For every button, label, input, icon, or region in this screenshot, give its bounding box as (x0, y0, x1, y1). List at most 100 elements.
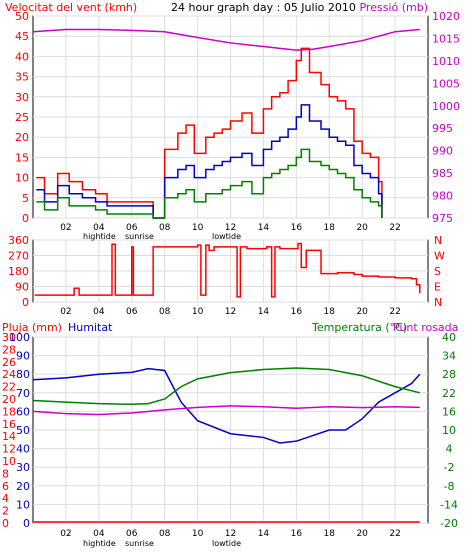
rain-tick-26: 26 (2, 356, 16, 369)
humidity-tick-100: 100 (9, 331, 30, 344)
pressure-tick-975: 975 (432, 212, 453, 225)
compass-tick-N-0: N (434, 234, 442, 247)
x-tick-label-10: 10 (192, 223, 204, 233)
x-tick-label-04: 04 (93, 307, 105, 317)
lowtide-marker-bottom: lowtide (212, 539, 241, 548)
humidity-tick-40: 40 (16, 443, 30, 456)
rain-tick-22: 22 (2, 381, 16, 394)
temperature-tick--14: -14 (440, 498, 458, 511)
wind-tick-40: 40 (15, 50, 29, 63)
x-tick-label-18: 18 (324, 529, 336, 539)
x-tick-label-04: 04 (93, 529, 105, 539)
rain-tick-30: 30 (2, 331, 16, 344)
dewpoint-axis-label: Punt rosada (393, 321, 458, 334)
humidity-tick-20: 20 (16, 480, 30, 493)
temperature-tick-40: 40 (442, 331, 456, 344)
temperature-tick--20: -20 (440, 517, 458, 530)
humidity-tick-60: 60 (16, 405, 30, 418)
wind-tick-50: 50 (15, 10, 29, 23)
humidity-tick-90: 90 (16, 350, 30, 363)
pressure-tick-1015: 1015 (432, 32, 460, 45)
temperature-tick-34: 34 (442, 350, 456, 363)
x-tick-label-18: 18 (324, 307, 336, 317)
temperature-tick-22: 22 (442, 387, 456, 400)
rain-tick-20: 20 (2, 393, 16, 406)
pressure-tick-990: 990 (432, 145, 453, 158)
wind-tick-20: 20 (15, 131, 29, 144)
direction-tick-270: 270 (8, 250, 29, 263)
x-tick-label-08: 08 (159, 307, 171, 317)
humidity-panel-series-0 (32, 367, 421, 444)
rain-tick-0: 0 (2, 517, 9, 530)
pressure-tick-980: 980 (432, 190, 453, 203)
rain-tick-2: 2 (2, 505, 9, 518)
x-tick-label-08: 08 (159, 223, 171, 233)
humidity-panel-series-1 (32, 367, 420, 406)
wind-tick-30: 30 (15, 91, 29, 104)
sunrise-marker: sunrise (125, 232, 154, 241)
wind-tick-0: 0 (22, 212, 29, 225)
temperature-tick-10: 10 (442, 424, 456, 437)
x-tick-label-16: 16 (291, 529, 303, 539)
x-tick-label-04: 04 (93, 223, 105, 233)
hightide-marker-bottom: hightide (83, 539, 116, 548)
pressure-tick-1005: 1005 (432, 77, 460, 90)
x-tick-label-12: 12 (225, 529, 236, 539)
compass-tick-W-1: W (434, 250, 445, 263)
pressure-axis-label: Pressió (mb) (359, 1, 428, 14)
rain-tick-24: 24 (2, 368, 16, 381)
sunrise-marker-bottom: sunrise (125, 539, 154, 548)
humidity-temperature-series (32, 367, 421, 523)
rain-tick-10: 10 (2, 455, 16, 468)
wind-tick-10: 10 (15, 172, 29, 185)
x-tick-label-22: 22 (389, 529, 400, 539)
direction-tick-180: 180 (8, 265, 29, 278)
x-tick-label-14: 14 (258, 307, 270, 317)
wind-pressure-tick-labels: 0510152025303540455097598098599099510001… (15, 10, 460, 233)
wind-tick-15: 15 (15, 151, 29, 164)
x-tick-label-02: 02 (60, 307, 71, 317)
direction-tick-90: 90 (15, 281, 29, 294)
graph-title: 24 hour graph day : 05 Julio 2010 (171, 1, 356, 14)
x-tick-label-06: 06 (126, 223, 138, 233)
x-tick-label-10: 10 (192, 529, 204, 539)
pressure-tick-1000: 1000 (432, 100, 460, 113)
direction-tick-0: 0 (22, 296, 29, 309)
x-tick-label-16: 16 (291, 307, 303, 317)
temperature-tick-16: 16 (442, 405, 456, 418)
temperature-tick-4: 4 (446, 443, 453, 456)
x-tick-label-20: 20 (356, 223, 368, 233)
wind-tick-5: 5 (22, 192, 29, 205)
x-tick-label-02: 02 (60, 223, 71, 233)
x-tick-label-14: 14 (258, 223, 270, 233)
x-tick-label-20: 20 (356, 529, 368, 539)
wind-axis-label: Velocitat del vent (kmh) (5, 1, 137, 14)
rain-tick-18: 18 (2, 405, 16, 418)
wind-tick-25: 25 (15, 111, 29, 124)
temperature-tick-28: 28 (442, 368, 456, 381)
humidity-tick-10: 10 (16, 498, 30, 511)
x-tick-label-08: 08 (159, 529, 171, 539)
wind-panel-series-1 (36, 104, 383, 219)
wind-panel-series-2 (36, 148, 383, 219)
humidity-tick-50: 50 (16, 424, 30, 437)
x-tick-label-10: 10 (192, 307, 204, 317)
temperature-tick--8: -8 (444, 480, 455, 493)
x-tick-label-22: 22 (389, 307, 400, 317)
wind-direction-grid (33, 239, 428, 303)
lowtide-marker: lowtide (212, 232, 241, 241)
x-tick-label-22: 22 (389, 223, 400, 233)
x-tick-label-14: 14 (258, 529, 270, 539)
compass-tick-E-3: E (434, 281, 441, 294)
rain-tick-8: 8 (2, 467, 9, 480)
humidity-tick-80: 80 (16, 368, 30, 381)
wind-pressure-series (32, 28, 420, 219)
x-tick-label-02: 02 (60, 529, 71, 539)
wind-panel-series-0 (36, 47, 383, 219)
wind-panel-series-3 (32, 28, 420, 51)
humidity-panel-series-2 (32, 405, 420, 416)
x-tick-label-12: 12 (225, 223, 236, 233)
rain-axis-label: Pluja (mm) (2, 321, 62, 334)
